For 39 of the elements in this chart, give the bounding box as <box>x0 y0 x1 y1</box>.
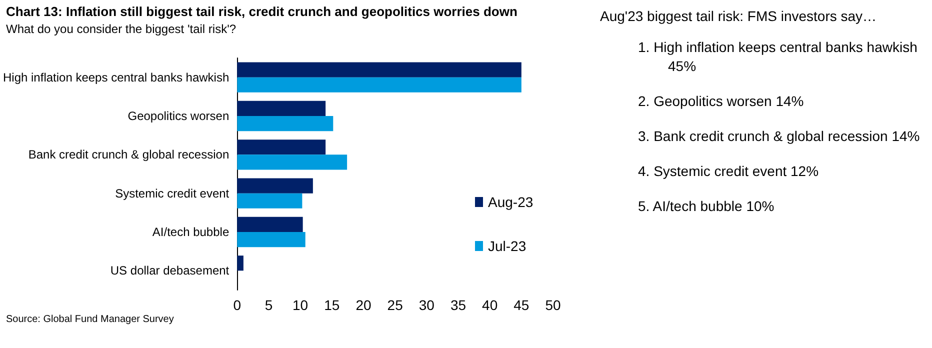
bar <box>237 140 326 155</box>
source-note: Source: Global Fund Manager Survey <box>6 314 174 325</box>
y-tick-label: High inflation keeps central banks hawkish <box>3 70 230 84</box>
text: 5. AI/tech bubble 10% <box>638 197 776 216</box>
text: 1. High inflation keeps central banks hawkish 45% <box>638 38 918 76</box>
x-tick-label: 10 <box>292 297 308 313</box>
x-tick-label: 15 <box>324 297 340 313</box>
x-tick-label: 0 <box>233 297 242 313</box>
y-tick-label: US dollar debasement <box>110 264 230 278</box>
x-tick-label: 35 <box>450 297 466 313</box>
bar <box>237 232 306 248</box>
bar <box>237 62 522 78</box>
bar <box>237 116 334 132</box>
text: 2. Geopolitics worsen 14% <box>638 92 805 111</box>
x-tick-label: 45 <box>514 297 530 313</box>
y-tick-label: Geopolitics worsen <box>128 109 230 123</box>
y-tick-label: Bank credit crunch & global recession <box>28 148 230 162</box>
legend-label: Jul-23 <box>488 238 526 254</box>
bar <box>237 193 302 208</box>
legend-label: Aug-23 <box>488 194 534 210</box>
x-tick-label: 50 <box>545 297 561 313</box>
bar <box>237 77 522 92</box>
y-tick-label: AI/tech bubble <box>152 225 230 239</box>
x-tick-label: 5 <box>264 297 273 313</box>
bar <box>237 154 348 170</box>
x-tick-label: 40 <box>482 297 498 313</box>
y-tick-label: Systemic credit event <box>115 186 230 200</box>
x-tick-label: 30 <box>418 297 435 313</box>
bar <box>237 256 244 271</box>
text: 3. Bank credit crunch & global recession 14% <box>638 127 921 146</box>
x-tick-label: 20 <box>356 297 372 313</box>
text: Aug'23 biggest tail risk: FMS investors say… <box>600 8 878 24</box>
text: 4. Systemic credit event 12% <box>638 162 820 181</box>
chart-title: Chart 13: Inflation still biggest tail risk, credit crunch and geopolitics worries down <box>6 4 518 19</box>
bar <box>237 178 313 194</box>
text: What do you consider the biggest 'tail risk'? <box>6 22 236 36</box>
bar <box>237 100 326 116</box>
x-tick-label: 25 <box>387 297 404 313</box>
bar <box>237 216 303 232</box>
